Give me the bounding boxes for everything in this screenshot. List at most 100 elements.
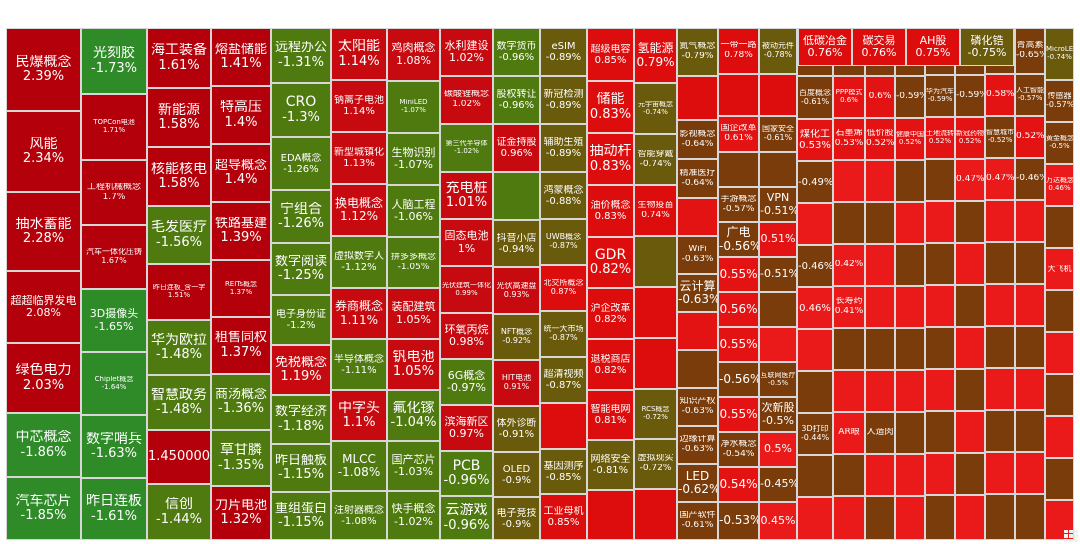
- heatmap-tile[interactable]: 数字哨兵 -1.63%: [81, 415, 147, 478]
- heatmap-tile[interactable]: -0.59%: [895, 76, 925, 118]
- heatmap-tile[interactable]: 汽车一体化压铸 1.67%: [81, 225, 147, 289]
- heatmap-tile[interactable]: [1015, 242, 1045, 284]
- heatmap-tile[interactable]: [718, 74, 759, 116]
- heatmap-tile[interactable]: 宁组合 -1.26%: [271, 190, 331, 243]
- heatmap-tile[interactable]: [634, 489, 677, 540]
- heatmap-tile[interactable]: 被动元件 -0.78%: [759, 28, 797, 74]
- heatmap-tile[interactable]: 抽动杆 0.83%: [587, 133, 634, 185]
- heatmap-tile[interactable]: [797, 329, 833, 371]
- heatmap-tile[interactable]: AH股 0.75%: [906, 28, 960, 66]
- heatmap-tile[interactable]: 基因测序 -0.85%: [540, 449, 587, 494]
- heatmap-tile[interactable]: 特高压 1.4%: [211, 86, 271, 144]
- heatmap-tile[interactable]: [985, 284, 1015, 326]
- heatmap-tile[interactable]: 新冠检测 -0.89%: [540, 76, 587, 124]
- heatmap-tile[interactable]: -0.46%: [797, 245, 833, 287]
- heatmap-tile[interactable]: 电子竞技 -0.9%: [493, 497, 540, 540]
- heatmap-tile[interactable]: 半导体概念 -1.11%: [331, 339, 387, 390]
- heatmap-tile[interactable]: [985, 494, 1015, 540]
- heatmap-tile[interactable]: 昨日触板 -1.15%: [271, 444, 331, 492]
- heatmap-tile[interactable]: 数字货币 -0.96%: [493, 28, 540, 76]
- heatmap-tile[interactable]: [718, 152, 759, 187]
- heatmap-tile[interactable]: [925, 327, 955, 369]
- heatmap-tile[interactable]: 0.55%: [718, 327, 759, 362]
- heatmap-tile[interactable]: 元宇宙概念 -0.74%: [634, 83, 677, 134]
- heatmap-tile[interactable]: 电子身份证 -1.2%: [271, 295, 331, 345]
- heatmap-tile[interactable]: [1045, 206, 1074, 248]
- heatmap-tile[interactable]: [895, 412, 925, 454]
- heatmap-tile[interactable]: 次新股 -0.5%: [759, 397, 797, 432]
- heatmap-tile[interactable]: [797, 371, 833, 413]
- heatmap-tile[interactable]: [1015, 494, 1045, 540]
- heatmap-tile[interactable]: eSIM -0.89%: [540, 28, 587, 76]
- heatmap-tile[interactable]: 超级电容 0.85%: [587, 28, 634, 81]
- heatmap-tile[interactable]: 远程办公 -1.31%: [271, 28, 331, 83]
- heatmap-tile[interactable]: 低价股 0.52%: [865, 118, 895, 160]
- heatmap-tile[interactable]: [833, 328, 865, 370]
- heatmap-tile[interactable]: 环氧丙烷 0.98%: [440, 313, 493, 359]
- heatmap-tile[interactable]: 互联网医疗 -0.5%: [759, 362, 797, 397]
- heatmap-tile[interactable]: 滨海新区 0.97%: [440, 405, 493, 451]
- heatmap-tile[interactable]: TOPCon电池 1.71%: [81, 94, 147, 160]
- heatmap-tile[interactable]: [1015, 200, 1045, 242]
- heatmap-tile[interactable]: [759, 292, 797, 327]
- heatmap-tile[interactable]: 光刻胶 -1.73%: [81, 28, 147, 94]
- heatmap-tile[interactable]: -0.53%: [718, 502, 759, 540]
- heatmap-tile[interactable]: [1045, 416, 1074, 458]
- heatmap-tile[interactable]: -0.46%: [1015, 158, 1045, 200]
- heatmap-tile[interactable]: 土地流转 0.52%: [925, 117, 955, 159]
- heatmap-tile[interactable]: 券商概念 1.11%: [331, 288, 387, 339]
- heatmap-tile[interactable]: 水利建设 1.02%: [440, 28, 493, 76]
- heatmap-tile[interactable]: 储能 0.83%: [587, 81, 634, 133]
- heatmap-tile[interactable]: 拼多多概念 -1.05%: [387, 237, 440, 288]
- heatmap-tile[interactable]: 华为汽车 -0.59%: [925, 75, 955, 117]
- heatmap-tile[interactable]: [955, 327, 985, 369]
- heatmap-tile[interactable]: 绿色电力 2.03%: [6, 343, 81, 413]
- heatmap-tile[interactable]: 租售同权 1.37%: [211, 317, 271, 374]
- heatmap-tile[interactable]: 智慧城市 -0.52%: [985, 116, 1015, 158]
- heatmap-tile[interactable]: 0.5%: [759, 432, 797, 467]
- heatmap-tile[interactable]: [865, 496, 895, 540]
- heatmap-tile[interactable]: 新型城镇化 1.13%: [331, 132, 387, 184]
- heatmap-tile[interactable]: 0.55%: [718, 397, 759, 432]
- heatmap-tile[interactable]: 新冠药物 0.52%: [955, 117, 985, 159]
- heatmap-tile[interactable]: 注射器概念 -1.08%: [331, 491, 387, 540]
- heatmap-tile[interactable]: 快手概念 -1.02%: [387, 491, 440, 540]
- heatmap-tile[interactable]: WiFi -0.63%: [677, 236, 718, 274]
- heatmap-tile[interactable]: 钒电池 1.05%: [387, 339, 440, 390]
- heatmap-tile[interactable]: 工程机械概念 1.7%: [81, 160, 147, 225]
- heatmap-tile[interactable]: [895, 370, 925, 412]
- heatmap-tile[interactable]: 0.47%: [955, 159, 985, 201]
- heatmap-tile[interactable]: Chiplet概念 -1.64%: [81, 352, 147, 415]
- heatmap-tile[interactable]: [1045, 500, 1074, 540]
- heatmap-tile[interactable]: 碳酸锂概念 1.02%: [440, 76, 493, 124]
- heatmap-tile[interactable]: [985, 242, 1015, 284]
- heatmap-tile[interactable]: 碳交易 0.76%: [852, 28, 906, 66]
- heatmap-tile[interactable]: 辅助生殖 -0.89%: [540, 124, 587, 172]
- heatmap-tile[interactable]: 广电 -0.56%: [718, 222, 759, 257]
- heatmap-tile[interactable]: 昨日连板_含一字 1.51%: [147, 264, 211, 320]
- heatmap-tile[interactable]: [985, 452, 1015, 494]
- heatmap-tile[interactable]: 健康中国 0.52%: [895, 118, 925, 160]
- heatmap-tile[interactable]: 磷化锆 -0.75%: [960, 28, 1014, 66]
- heatmap-tile[interactable]: [865, 370, 895, 412]
- heatmap-tile[interactable]: 人造肉: [865, 412, 895, 454]
- heatmap-tile[interactable]: 氟化镓 -1.04%: [387, 390, 440, 441]
- heatmap-tile[interactable]: [587, 490, 634, 540]
- heatmap-tile[interactable]: [985, 410, 1015, 452]
- heatmap-tile[interactable]: 第三代半导体 -1.02%: [440, 124, 493, 172]
- heatmap-tile[interactable]: EDA概念 -1.26%: [271, 137, 331, 190]
- heatmap-tile[interactable]: 海工装备 1.61%: [147, 28, 211, 88]
- heatmap-tile[interactable]: [955, 411, 985, 453]
- heatmap-tile[interactable]: 光伏建筑一体化 0.99%: [440, 266, 493, 313]
- heatmap-tile[interactable]: 抽水蓄能 2.28%: [6, 192, 81, 271]
- heatmap-tile[interactable]: PPP模式 0.6%: [833, 76, 865, 118]
- heatmap-tile[interactable]: [1045, 374, 1074, 416]
- heatmap-tile[interactable]: LED -0.62%: [677, 464, 718, 502]
- heatmap-tile[interactable]: [797, 497, 833, 540]
- heatmap-tile[interactable]: VPN -0.51%: [759, 187, 797, 222]
- heatmap-tile[interactable]: 0.58%: [985, 74, 1015, 116]
- heatmap-tile[interactable]: 北交所概念 0.87%: [540, 265, 587, 311]
- heatmap-tile[interactable]: 华为欧拉 -1.48%: [147, 320, 211, 375]
- heatmap-tile[interactable]: 钠离子电池 1.14%: [331, 80, 387, 132]
- heatmap-tile[interactable]: [925, 159, 955, 201]
